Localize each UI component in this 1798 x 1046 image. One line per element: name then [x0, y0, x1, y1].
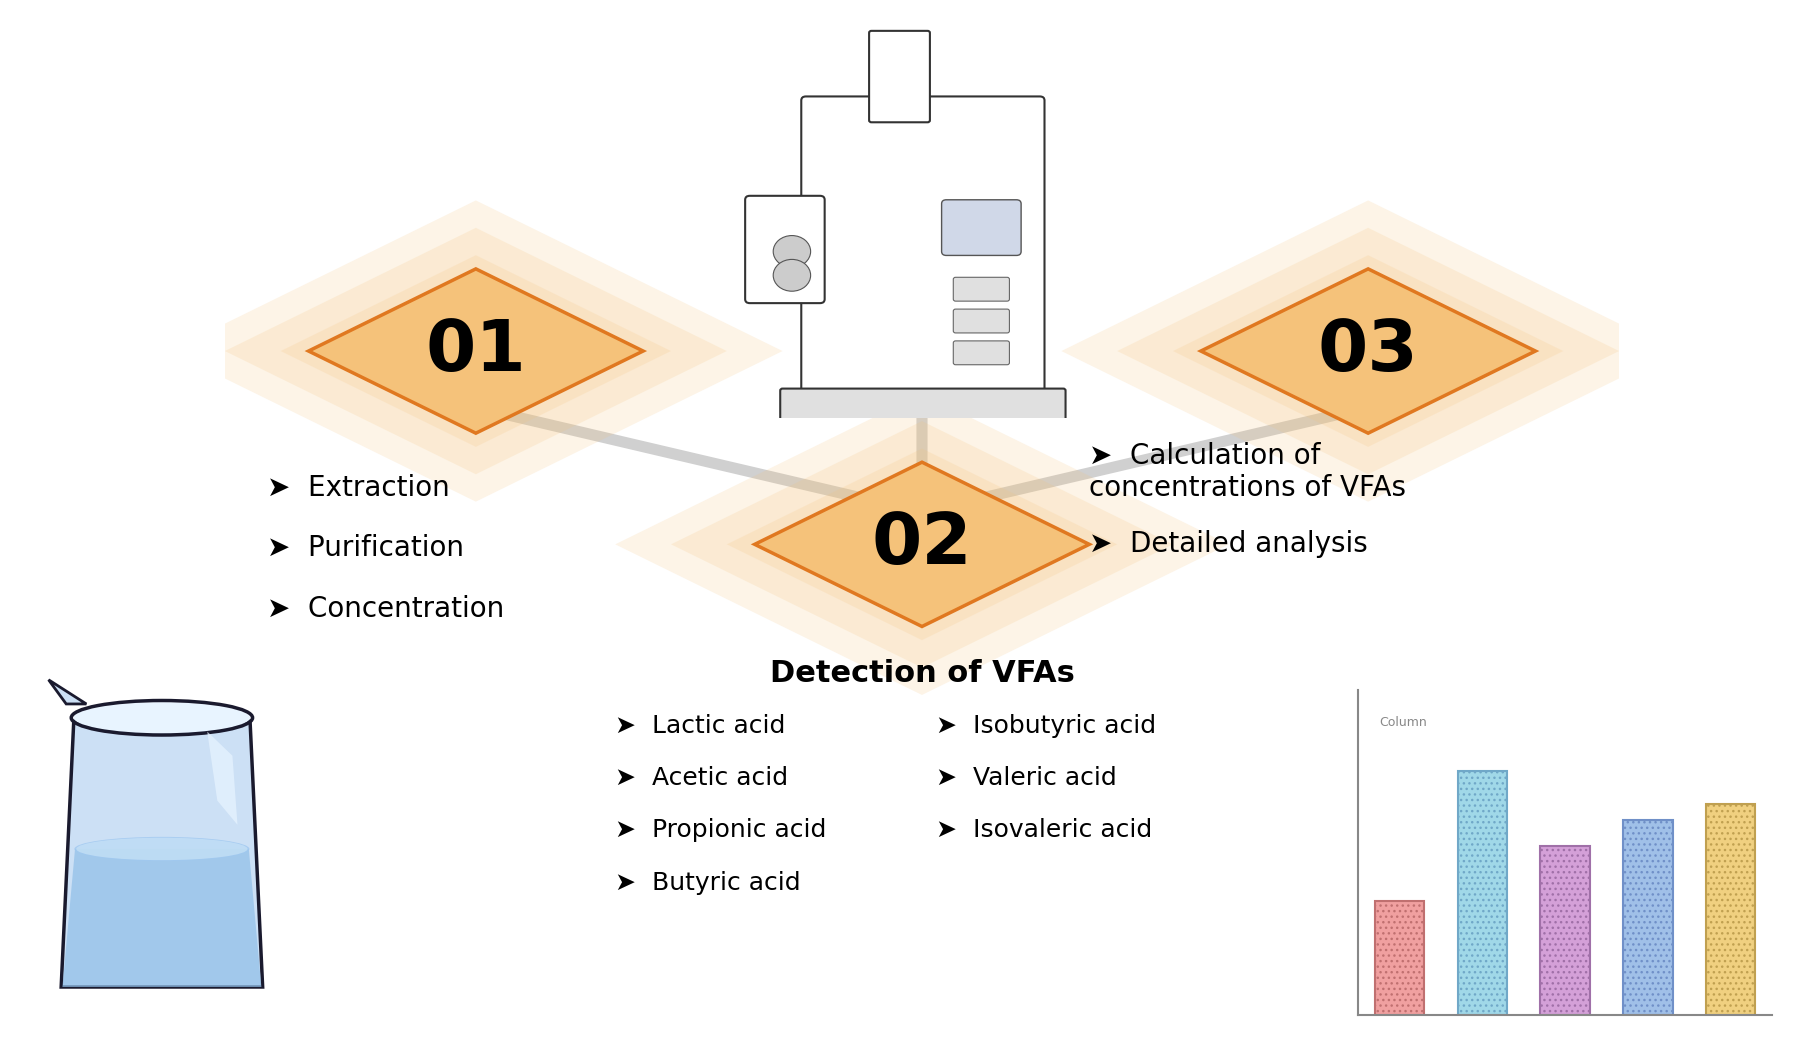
Ellipse shape — [74, 702, 250, 733]
Circle shape — [773, 259, 811, 291]
Polygon shape — [207, 731, 237, 824]
Text: ➤  Acetic acid: ➤ Acetic acid — [615, 766, 788, 790]
Bar — [1374, 902, 1424, 1015]
Text: ➤  Extraction: ➤ Extraction — [266, 474, 450, 502]
Polygon shape — [309, 269, 644, 433]
Polygon shape — [225, 228, 726, 474]
FancyBboxPatch shape — [868, 31, 930, 122]
Text: ➤  Butyric acid: ➤ Butyric acid — [615, 870, 800, 894]
Bar — [1705, 803, 1755, 1015]
Bar — [1456, 772, 1507, 1015]
Polygon shape — [1172, 255, 1562, 447]
Polygon shape — [1061, 201, 1674, 502]
Text: ➤  Concentration: ➤ Concentration — [266, 595, 503, 622]
Text: ➤  Detailed analysis: ➤ Detailed analysis — [1090, 530, 1366, 559]
Polygon shape — [1201, 269, 1535, 433]
Text: Column: Column — [1379, 717, 1426, 729]
Polygon shape — [726, 449, 1117, 640]
Ellipse shape — [76, 838, 248, 860]
Polygon shape — [49, 680, 86, 704]
FancyBboxPatch shape — [780, 388, 1064, 420]
Polygon shape — [63, 849, 261, 987]
Text: ➤  Propionic acid: ➤ Propionic acid — [615, 818, 825, 842]
Polygon shape — [1117, 228, 1618, 474]
Ellipse shape — [74, 837, 250, 861]
Text: ➤  Isobutyric acid: ➤ Isobutyric acid — [935, 713, 1156, 737]
FancyBboxPatch shape — [953, 341, 1009, 365]
FancyBboxPatch shape — [953, 277, 1009, 301]
Bar — [1622, 820, 1672, 1015]
Text: 02: 02 — [872, 509, 971, 578]
Text: ➤  Valeric acid: ➤ Valeric acid — [935, 766, 1117, 790]
Text: 01: 01 — [424, 317, 527, 386]
Polygon shape — [615, 393, 1228, 695]
Text: ➤  Isovaleric acid: ➤ Isovaleric acid — [935, 818, 1151, 842]
FancyBboxPatch shape — [800, 96, 1045, 403]
Text: ➤  Lactic acid: ➤ Lactic acid — [615, 713, 786, 737]
Text: ➤  Purification: ➤ Purification — [266, 535, 464, 563]
Bar — [1539, 846, 1589, 1015]
Text: ➤  Calculation of
concentrations of VFAs: ➤ Calculation of concentrations of VFAs — [1090, 441, 1406, 502]
Polygon shape — [61, 722, 263, 987]
Circle shape — [773, 235, 811, 268]
FancyBboxPatch shape — [953, 310, 1009, 333]
Text: Detection of VFAs: Detection of VFAs — [770, 659, 1073, 687]
FancyBboxPatch shape — [744, 196, 823, 303]
Polygon shape — [169, 201, 782, 502]
Polygon shape — [280, 255, 671, 447]
Polygon shape — [671, 422, 1172, 667]
Text: 03: 03 — [1316, 317, 1419, 386]
FancyBboxPatch shape — [940, 200, 1021, 255]
Polygon shape — [755, 462, 1090, 627]
